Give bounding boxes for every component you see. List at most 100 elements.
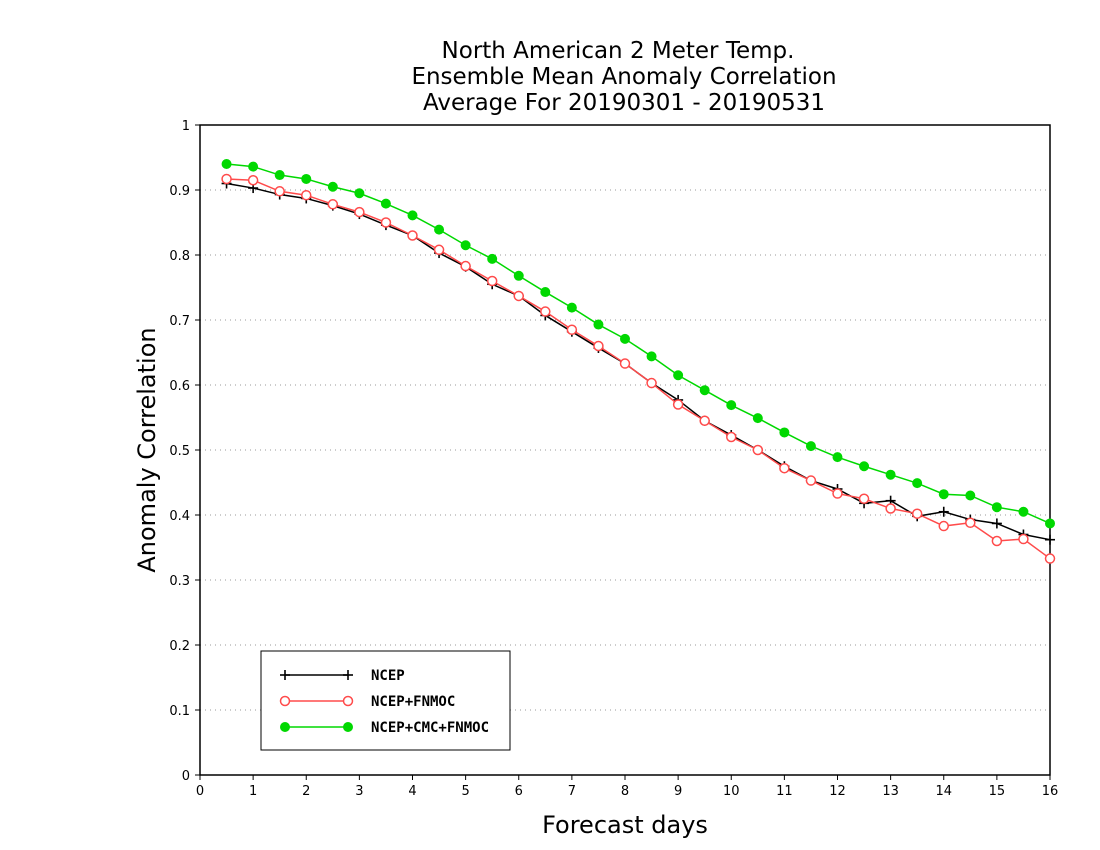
legend-ncep-cmc-fnmoc-point [280,722,290,732]
ncep-fnmoc-point [805,475,817,486]
ncep-cmc-fnmoc-point [460,240,471,251]
ncep-fnmoc-point [832,488,843,499]
y-tick-label: 0.7 [169,314,190,329]
ncep-fnmoc-point [433,244,445,256]
y-tick-label: 0 [182,769,190,784]
ncep-cmc-fnmoc-point [566,302,577,313]
series-ncep-fnmoc [221,173,1056,564]
ncep-fnmoc-point [672,399,684,410]
legend: NCEP NCEP+FNMOC NCEP+CMC+FNMOC [260,650,511,751]
legend-entry-ncep-fnmoc: NCEP+FNMOC [279,694,455,710]
ncep-cmc-fnmoc-point [991,502,1002,513]
ncep-fnmoc-point [540,306,551,317]
legend-ncep-fnmoc-point [279,695,291,707]
y-axis-ticks: 0 0.1 0.2 0.3 0.4 0.5 0.6 0.7 0.8 0.9 1 [169,119,200,784]
ncep-fnmoc-point [221,173,232,185]
y-tick-label: 1 [182,119,190,134]
ncep-fnmoc-point [752,444,764,456]
x-tick-label: 0 [196,784,204,799]
x-tick-label: 5 [461,784,469,799]
ncep-point [1045,534,1055,545]
ncep-cmc-fnmoc-point [752,413,763,424]
x-tick-label: 7 [568,784,576,799]
series-ncep-cmc-fnmoc [221,159,1055,529]
ncep-cmc-fnmoc-point [699,385,710,396]
ncep-cmc-fnmoc-point [805,441,816,452]
ncep-fnmoc-point [301,189,312,201]
ncep-cmc-fnmoc-point [673,370,684,381]
x-tick-label: 3 [355,784,363,799]
legend-ncep-point [343,670,353,680]
ncep-cmc-fnmoc-point [859,461,870,472]
ncep-cmc-fnmoc-point [620,333,630,344]
ncep-cmc-fnmoc-point [1045,518,1055,529]
x-tick-label: 15 [989,784,1006,799]
legend-entry-ncep-cmc-fnmoc: NCEP+CMC+FNMOC [280,720,489,736]
x-axis-ticks: 0 1 2 3 4 5 6 7 8 9 10 11 12 13 14 15 16 [196,775,1058,799]
x-tick-label: 12 [829,784,846,799]
ncep-cmc-fnmoc-point [779,427,790,438]
ncep-fnmoc-point [327,199,339,210]
ncep-cmc-fnmoc-point [885,469,896,480]
ncep-fnmoc-point [593,340,604,352]
ncep-cmc-fnmoc-point [274,170,285,181]
ncep-fnmoc-point [513,290,524,302]
ncep-fnmoc-point [699,415,710,426]
series-line-ncep-cmc-fnmoc [226,163,1051,525]
x-tick-label: 1 [249,784,257,799]
ncep-fnmoc-point [380,217,392,228]
ncep-fnmoc-point [938,520,949,532]
series-group [221,159,1056,564]
x-axis-label: Forecast days [542,811,708,839]
ncep-cmc-fnmoc-point [912,478,923,489]
x-tick-label: 10 [723,784,740,799]
y-tick-label: 0.5 [169,444,190,459]
ncep-fnmoc-point [566,324,578,335]
ncep-cmc-fnmoc-point [354,188,365,199]
ncep-cmc-fnmoc-point [646,351,657,362]
ncep-cmc-fnmoc-point [487,253,498,264]
ncep-cmc-fnmoc-point [832,452,843,463]
ncep-fnmoc-point [486,275,498,287]
ncep-cmc-fnmoc-point [593,319,604,330]
y-tick-label: 0.3 [169,574,190,589]
ncep-cmc-fnmoc-point [726,400,737,411]
ncep-cmc-fnmoc-point [221,159,232,169]
y-tick-label: 0.1 [169,704,190,719]
ncep-cmc-fnmoc-point [540,287,551,298]
ncep-cmc-fnmoc-point [513,270,524,281]
x-tick-label: 6 [515,784,523,799]
legend-label: NCEP+CMC+FNMOC [371,720,489,736]
x-tick-label: 2 [302,784,310,799]
x-tick-label: 4 [408,784,416,799]
ncep-fnmoc-point [619,358,631,369]
series-line-ncep-fnmoc [226,178,1051,560]
gridlines [200,189,1050,711]
ncep-fnmoc-point [460,260,471,272]
ncep-fnmoc-point [726,431,737,443]
legend-ncep-point [280,670,290,680]
ncep-cmc-fnmoc-point [301,173,312,184]
ncep-fnmoc-point [646,377,657,389]
x-tick-label: 13 [882,784,899,799]
ncep-fnmoc-point [274,186,285,197]
y-tick-label: 0.2 [169,639,190,654]
legend-label: NCEP+FNMOC [371,694,455,710]
x-tick-label: 9 [674,784,682,799]
y-tick-label: 0.6 [169,379,190,394]
title-line-1: North American 2 Meter Temp. [442,38,795,64]
title-line-3: Average For 20190301 - 20190531 [423,90,825,116]
ncep-fnmoc-point [247,175,259,186]
title-line-2: Ensemble Mean Anomaly Correlation [411,64,836,90]
ncep-cmc-fnmoc-point [327,181,338,192]
x-tick-label: 14 [935,784,952,799]
x-tick-label: 16 [1042,784,1059,799]
legend-label: NCEP [371,668,405,684]
series-ncep [221,178,1055,545]
ncep-fnmoc-point [858,493,870,504]
ncep-cmc-fnmoc-point [407,210,418,221]
x-tick-label: 8 [621,784,629,799]
ncep-cmc-fnmoc-point [938,489,949,500]
ncep-fnmoc-point [354,206,365,218]
